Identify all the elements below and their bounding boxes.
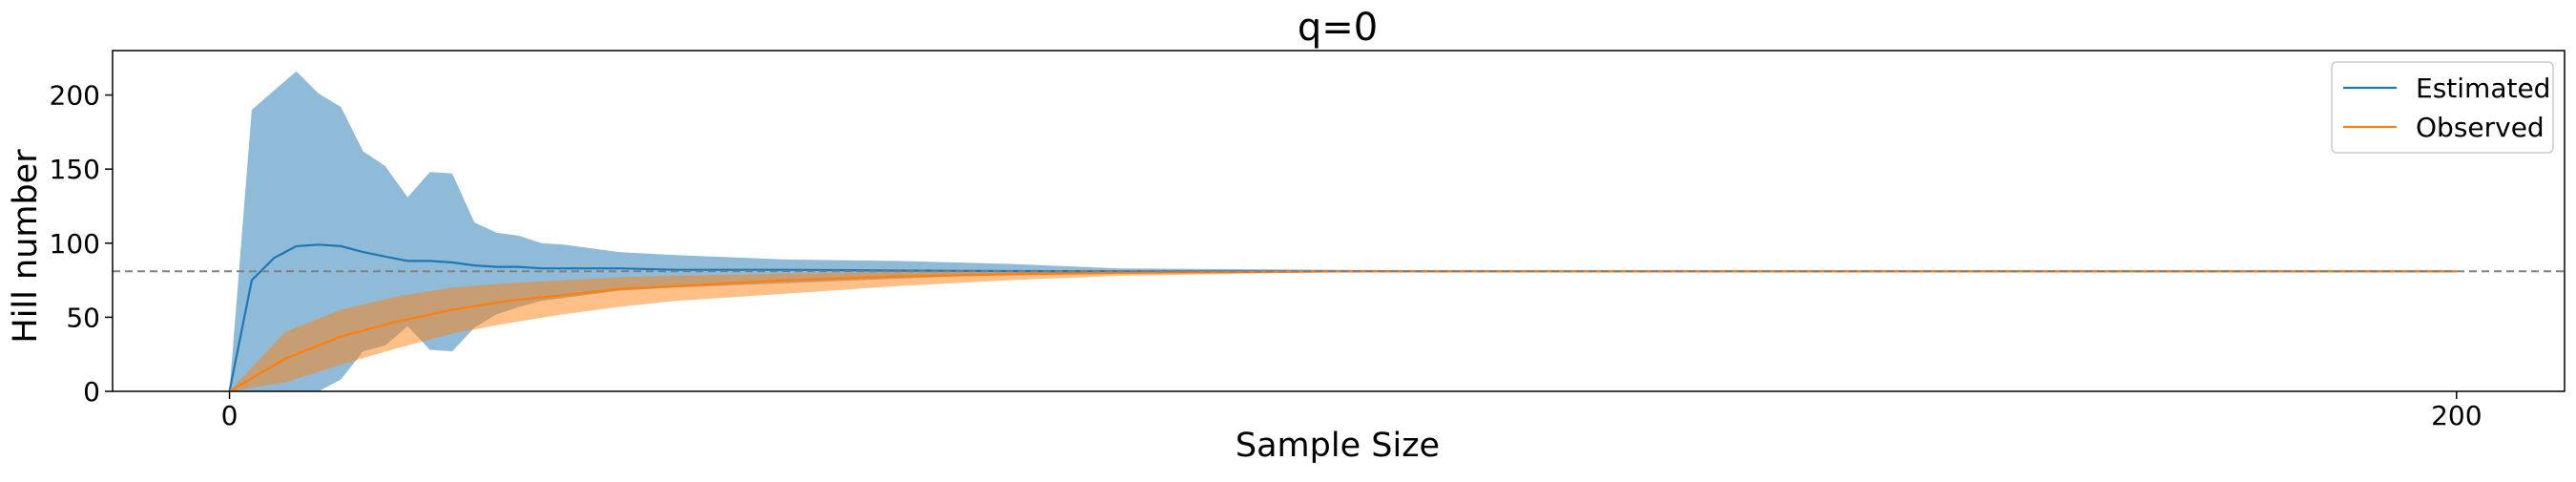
x-axis-label: Sample Size (1236, 427, 1440, 465)
estimated-confidence-band (229, 71, 2457, 391)
legend-label-observed: Observed (2416, 112, 2545, 143)
y-tick-label-50: 50 (66, 302, 100, 333)
legend-box (2331, 61, 2554, 154)
plot-area: 0 200 0 50 100 150 200 Estimated Observed (50, 50, 2566, 431)
y-axis-label: Hill number (7, 149, 45, 344)
observed-line (228, 270, 2457, 392)
chart-title: q=0 (1298, 6, 1378, 50)
observed-confidence-band (229, 271, 2457, 391)
y-tick-label-200: 200 (50, 80, 100, 112)
x-tick-label-0: 0 (221, 400, 239, 431)
legend-label-estimated: Estimated (2416, 73, 2550, 104)
y-tick-label-150: 150 (50, 154, 100, 185)
y-tick-label-0: 0 (83, 376, 100, 408)
y-tick-label-100: 100 (50, 228, 100, 260)
plot-frame (112, 50, 2566, 392)
x-tick-label-200: 200 (2431, 400, 2482, 431)
